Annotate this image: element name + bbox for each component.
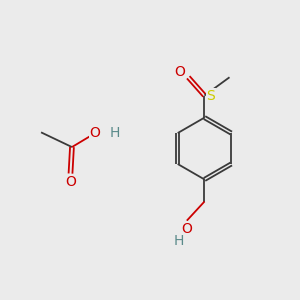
Text: O: O <box>65 175 76 189</box>
Text: O: O <box>175 65 185 79</box>
Text: O: O <box>182 222 192 236</box>
Text: H: H <box>173 234 184 248</box>
Text: O: O <box>89 126 100 140</box>
Text: H: H <box>110 126 120 140</box>
Text: S: S <box>207 88 215 103</box>
